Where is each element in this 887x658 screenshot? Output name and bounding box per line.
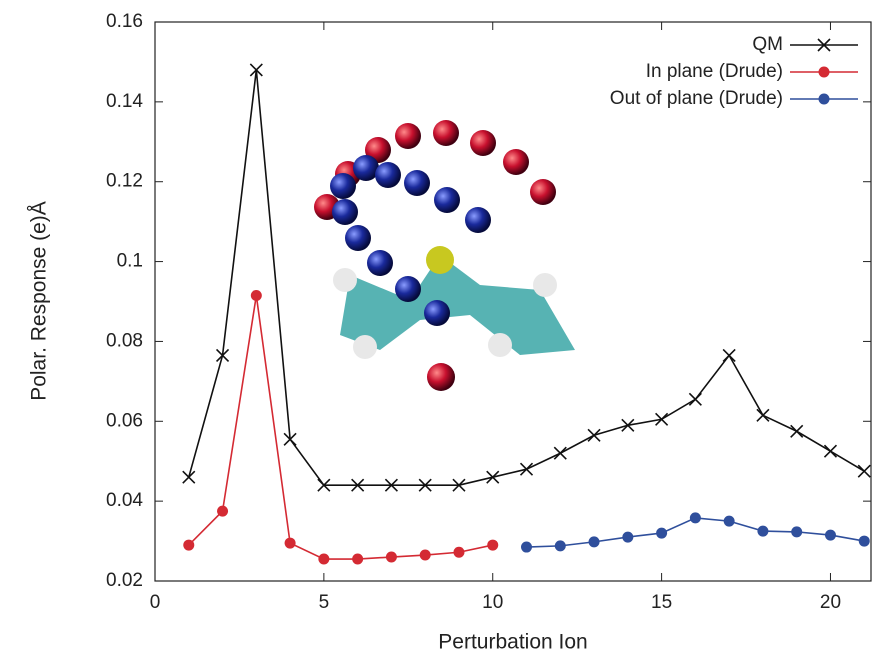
y-tick-label: 0.1	[117, 251, 143, 272]
legend-marker	[819, 67, 830, 78]
point	[487, 471, 499, 483]
point	[183, 471, 195, 483]
y-tick-label: 0.08	[106, 330, 143, 351]
point	[521, 463, 533, 475]
point	[858, 465, 870, 477]
x-tick-label: 20	[820, 592, 841, 613]
x-tick-label: 15	[651, 592, 672, 613]
point	[589, 536, 600, 547]
x-tick-label: 10	[482, 592, 503, 613]
point	[453, 547, 464, 558]
point	[724, 516, 735, 527]
point	[723, 349, 735, 361]
series-line	[189, 70, 864, 485]
y-axis-title: Polar. Response (e)Å	[28, 201, 51, 401]
y-tick-label: 0.14	[106, 91, 143, 112]
point	[352, 554, 363, 565]
legend-label: Out of plane (Drude)	[610, 88, 783, 109]
y-tick-label: 0.02	[106, 570, 143, 591]
x-tick-label: 5	[319, 592, 330, 613]
point	[386, 552, 397, 563]
point	[825, 530, 836, 541]
point	[420, 550, 431, 561]
point	[217, 506, 228, 517]
point	[487, 540, 498, 551]
y-tick-label: 0.16	[106, 11, 143, 32]
point	[757, 526, 768, 537]
y-tick-label: 0.04	[106, 490, 143, 511]
x-axis-title: Perturbation Ion	[438, 631, 587, 654]
point	[588, 429, 600, 441]
point	[318, 554, 329, 565]
y-tick-label: 0.06	[106, 410, 143, 431]
point	[622, 532, 633, 543]
legend-label: In plane (Drude)	[646, 61, 783, 82]
molecule-illustration	[314, 120, 575, 391]
point	[757, 409, 769, 421]
point	[791, 526, 802, 537]
chart: Perturbation Ion Polar. Response (e)Å 0.…	[0, 0, 887, 658]
point	[555, 540, 566, 551]
legend-marker	[819, 94, 830, 105]
point	[554, 447, 566, 459]
y-tick-label: 0.12	[106, 171, 143, 192]
point	[656, 528, 667, 539]
point	[521, 542, 532, 553]
point	[824, 445, 836, 457]
point	[183, 540, 194, 551]
point	[251, 290, 262, 301]
point	[690, 512, 701, 523]
point	[791, 425, 803, 437]
legend-label: QM	[752, 34, 783, 55]
point	[689, 393, 701, 405]
point	[285, 538, 296, 549]
point	[859, 536, 870, 547]
x-tick-label: 0	[150, 592, 161, 613]
